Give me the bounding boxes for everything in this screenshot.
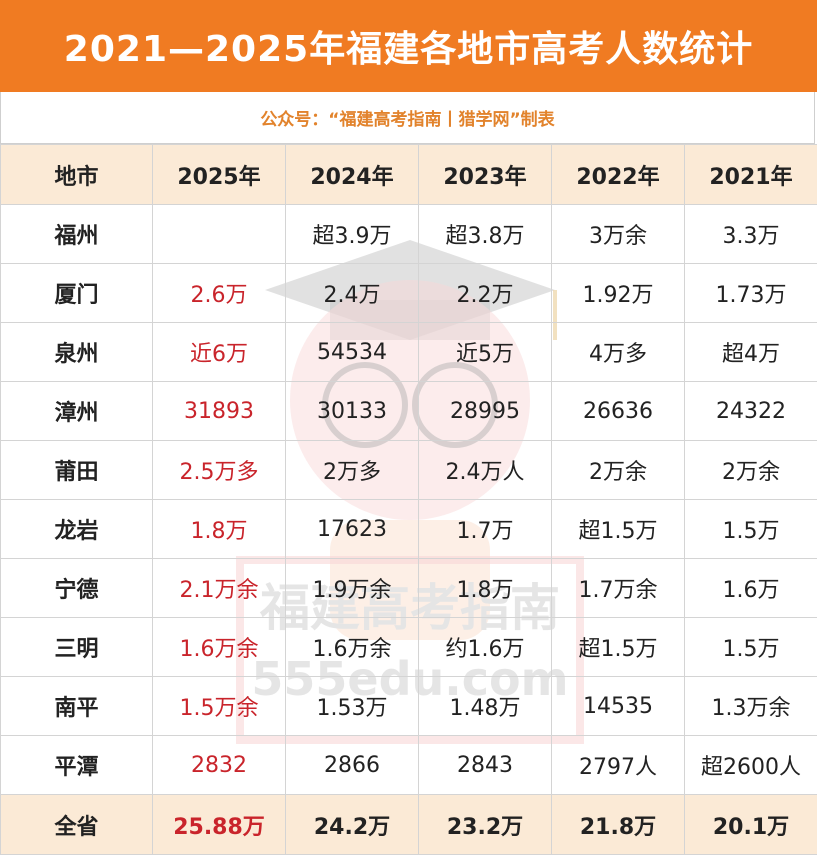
total-row: 全省 25.88万 24.2万 23.2万 21.8万 20.1万 (0, 794, 817, 855)
table-header-row: 地市 2025年 2024年 2023年 2022年 2021年 (0, 144, 817, 205)
value-2023: 1.8万 (418, 558, 552, 618)
value-2024: 54534 (285, 322, 419, 382)
value-2021: 1.6万 (684, 558, 817, 618)
value-2022: 2797人 (551, 735, 685, 795)
total-2023: 23.2万 (418, 794, 552, 855)
value-2023: 28995 (418, 381, 552, 441)
value-2025: 2.6万 (152, 263, 286, 323)
header-2021: 2021年 (684, 144, 817, 205)
value-2022: 超1.5万 (551, 499, 685, 559)
value-2025 (152, 204, 286, 264)
city-cell: 厦门 (0, 263, 153, 323)
table-row: 宁德 2.1万余 1.9万余 1.8万 1.7万余 1.6万 (0, 558, 817, 618)
header-2025: 2025年 (152, 144, 286, 205)
value-2022: 14535 (551, 676, 685, 736)
total-2024: 24.2万 (285, 794, 419, 855)
city-cell: 漳州 (0, 381, 153, 441)
value-2025: 1.8万 (152, 499, 286, 559)
value-2022: 26636 (551, 381, 685, 441)
value-2023: 超3.8万 (418, 204, 552, 264)
city-cell: 宁德 (0, 558, 153, 618)
value-2021: 1.73万 (684, 263, 817, 323)
city-cell: 龙岩 (0, 499, 153, 559)
value-2021: 超2600人 (684, 735, 817, 795)
value-2022: 1.92万 (551, 263, 685, 323)
total-2022: 21.8万 (551, 794, 685, 855)
total-2021: 20.1万 (684, 794, 817, 855)
value-2021: 1.5万 (684, 617, 817, 677)
value-2021: 24322 (684, 381, 817, 441)
value-2023: 2.2万 (418, 263, 552, 323)
value-2023: 2843 (418, 735, 552, 795)
value-2024: 2866 (285, 735, 419, 795)
value-2023: 约1.6万 (418, 617, 552, 677)
value-2021: 3.3万 (684, 204, 817, 264)
value-2022: 超1.5万 (551, 617, 685, 677)
table-row: 莆田 2.5万多 2万多 2.4万人 2万余 2万余 (0, 440, 817, 500)
value-2024: 30133 (285, 381, 419, 441)
value-2024: 1.53万 (285, 676, 419, 736)
subtitle: 公众号：“福建高考指南丨猎学网”制表 (0, 92, 815, 144)
value-2023: 1.7万 (418, 499, 552, 559)
value-2021: 1.3万余 (684, 676, 817, 736)
total-2025: 25.88万 (152, 794, 286, 855)
table-row: 南平 1.5万余 1.53万 1.48万 14535 1.3万余 (0, 676, 817, 736)
header-city: 地市 (0, 144, 153, 205)
value-2021: 2万余 (684, 440, 817, 500)
city-cell: 泉州 (0, 322, 153, 382)
value-2021: 1.5万 (684, 499, 817, 559)
total-label: 全省 (0, 794, 153, 855)
value-2024: 2.4万 (285, 263, 419, 323)
city-cell: 平潭 (0, 735, 153, 795)
page-title: 2021—2025年福建各地市高考人数统计 (63, 29, 754, 70)
header-2023: 2023年 (418, 144, 552, 205)
value-2021: 超4万 (684, 322, 817, 382)
table-row: 平潭 2832 2866 2843 2797人 超2600人 (0, 735, 817, 795)
table-row: 泉州 近6万 54534 近5万 4万多 超4万 (0, 322, 817, 382)
header-2024: 2024年 (285, 144, 419, 205)
table-row: 福州 超3.9万 超3.8万 3万余 3.3万 (0, 204, 817, 264)
value-2023: 近5万 (418, 322, 552, 382)
value-2023: 1.48万 (418, 676, 552, 736)
value-2022: 1.7万余 (551, 558, 685, 618)
value-2025: 2.1万余 (152, 558, 286, 618)
value-2025: 2.5万多 (152, 440, 286, 500)
value-2024: 超3.9万 (285, 204, 419, 264)
value-2025: 近6万 (152, 322, 286, 382)
value-2025: 1.5万余 (152, 676, 286, 736)
header-2022: 2022年 (551, 144, 685, 205)
value-2025: 1.6万余 (152, 617, 286, 677)
value-2025: 2832 (152, 735, 286, 795)
table-row: 厦门 2.6万 2.4万 2.2万 1.92万 1.73万 (0, 263, 817, 323)
exam-stats-table: 地市 2025年 2024年 2023年 2022年 2021年 福州 超3.9… (0, 144, 817, 855)
value-2022: 2万余 (551, 440, 685, 500)
city-cell: 莆田 (0, 440, 153, 500)
value-2024: 1.6万余 (285, 617, 419, 677)
value-2022: 3万余 (551, 204, 685, 264)
value-2024: 1.9万余 (285, 558, 419, 618)
table-row: 三明 1.6万余 1.6万余 约1.6万 超1.5万 1.5万 (0, 617, 817, 677)
city-cell: 三明 (0, 617, 153, 677)
value-2022: 4万多 (551, 322, 685, 382)
value-2023: 2.4万人 (418, 440, 552, 500)
title-bar: 2021—2025年福建各地市高考人数统计 (0, 0, 817, 92)
city-cell: 南平 (0, 676, 153, 736)
table-row: 漳州 31893 30133 28995 26636 24322 (0, 381, 817, 441)
table-row: 龙岩 1.8万 17623 1.7万 超1.5万 1.5万 (0, 499, 817, 559)
value-2024: 2万多 (285, 440, 419, 500)
value-2025: 31893 (152, 381, 286, 441)
city-cell: 福州 (0, 204, 153, 264)
value-2024: 17623 (285, 499, 419, 559)
